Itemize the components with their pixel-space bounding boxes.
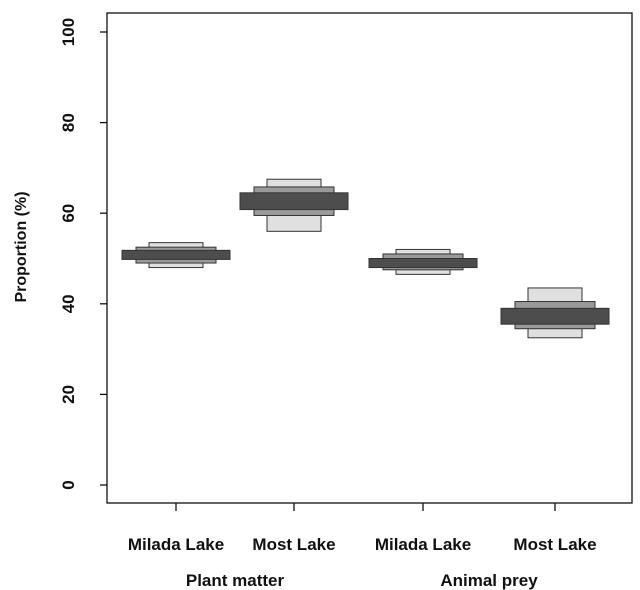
box-2 <box>368 248 478 275</box>
x-tick-label: Most Lake <box>513 535 596 554</box>
box-3 <box>500 287 610 339</box>
y-tick-label: 100 <box>59 18 78 46</box>
y-tick-label: 0 <box>59 480 78 489</box>
band-dark <box>121 249 231 260</box>
group-label: Plant matter <box>186 571 285 590</box>
box-0 <box>121 242 231 269</box>
x-tick-label: Most Lake <box>252 535 335 554</box>
band-dark <box>500 307 610 325</box>
x-axis: Milada Lake Most Lake Milada Lake Most Lake… <box>128 503 597 590</box>
y-tick-label: 20 <box>59 385 78 404</box>
group-label: Animal prey <box>440 571 538 590</box>
data-series <box>121 178 610 339</box>
band-dark <box>368 258 478 269</box>
y-axis: 0 20 40 60 80 100 <box>59 18 107 490</box>
band-dark <box>239 192 349 211</box>
y-axis-title: Proportion (%) <box>13 191 30 302</box>
x-tick-label: Milada Lake <box>128 535 224 554</box>
x-tick-label: Milada Lake <box>375 535 471 554</box>
plot-frame <box>106 12 633 504</box>
y-tick-label: 60 <box>59 204 78 223</box>
box-1 <box>239 178 349 232</box>
y-tick-label: 80 <box>59 113 78 132</box>
y-tick-label: 40 <box>59 294 78 313</box>
